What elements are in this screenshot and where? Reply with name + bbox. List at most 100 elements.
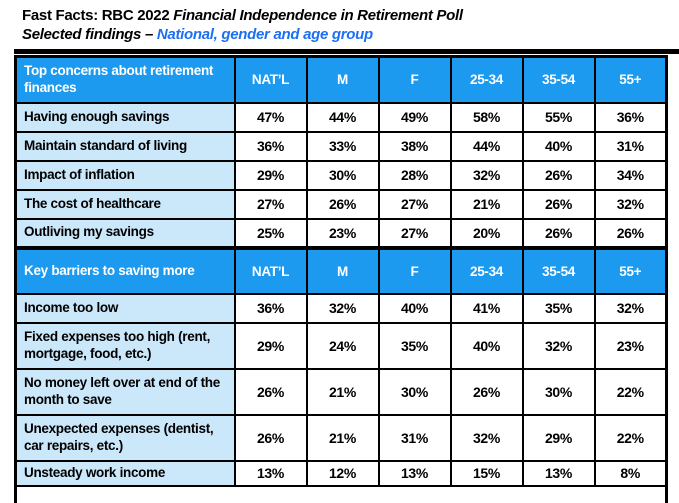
value-cell: 26% [521, 188, 596, 220]
row-label: Outliving my savings [14, 217, 236, 249]
value-cell: 47% [233, 101, 308, 133]
page-title: Fast Facts: RBC 2022 Financial Independe… [0, 0, 679, 44]
row-label: Fixed expenses too high (rent, mortgage,… [14, 321, 236, 370]
value-cell: 44% [305, 101, 380, 133]
column-header-25-34: 25-34 [449, 245, 524, 295]
value-cell: 13% [233, 459, 308, 487]
section2-header-row: Key barriers to saving more NAT’L M F 25… [14, 245, 668, 295]
value-cell: 26% [449, 367, 524, 416]
value-cell: 26% [305, 188, 380, 220]
value-cell: 32% [593, 292, 668, 324]
value-cell: 26% [593, 217, 668, 249]
title-line2-highlight: National, gender and age group [156, 26, 373, 43]
value-cell: 30% [377, 367, 452, 416]
column-header-female: F [377, 55, 452, 104]
value-cell: 13% [521, 459, 596, 487]
value-cell: 41% [449, 292, 524, 324]
table-row: The cost of healthcare 27% 26% 27% 21% 2… [14, 188, 668, 220]
value-cell: 12% [305, 459, 380, 487]
value-cell: 20% [449, 217, 524, 249]
row-label: Unexpected expenses (dentist, car repair… [14, 413, 236, 462]
column-header-25-34: 25-34 [449, 55, 524, 104]
column-header-male: M [305, 55, 380, 104]
title-line2: Selected findings – National, gender and… [22, 25, 679, 44]
value-cell: 22% [593, 413, 668, 462]
section1-title: Top concerns about retirement finances [14, 55, 236, 104]
value-cell: 28% [377, 159, 452, 191]
section1-header-row: Top concerns about retirement finances N… [14, 55, 668, 104]
value-cell: 38% [377, 130, 452, 162]
value-cell: 24% [305, 321, 380, 370]
value-cell: 23% [305, 217, 380, 249]
value-cell: 32% [521, 321, 596, 370]
value-cell: 36% [233, 292, 308, 324]
value-cell: 29% [233, 321, 308, 370]
table-row: Maintain standard of living 36% 33% 38% … [14, 130, 668, 162]
value-cell: 21% [305, 367, 380, 416]
value-cell: 27% [377, 188, 452, 220]
table-row: No money left over at end of the month t… [14, 367, 668, 416]
value-cell: 32% [305, 292, 380, 324]
table-row-partial [14, 484, 668, 503]
value-cell: 33% [305, 130, 380, 162]
value-cell: 31% [593, 130, 668, 162]
poll-results-table: Top concerns about retirement finances N… [14, 55, 668, 503]
value-cell: 26% [233, 367, 308, 416]
row-label: Unsteady work income [14, 459, 236, 487]
value-cell: 21% [305, 413, 380, 462]
table-row: Income too low 36% 32% 40% 41% 35% 32% [14, 292, 668, 324]
title-line1: Fast Facts: RBC 2022 Financial Independe… [22, 6, 679, 25]
table-row: Unexpected expenses (dentist, car repair… [14, 413, 668, 462]
column-header-35-54: 35-54 [521, 55, 596, 104]
row-label: Maintain standard of living [14, 130, 236, 162]
value-cell: 32% [449, 159, 524, 191]
table-row: Fixed expenses too high (rent, mortgage,… [14, 321, 668, 370]
value-cell: 29% [521, 413, 596, 462]
section2-title: Key barriers to saving more [14, 245, 236, 295]
value-cell: 27% [233, 188, 308, 220]
value-cell: 22% [593, 367, 668, 416]
value-cell: 25% [233, 217, 308, 249]
table-row: Having enough savings 47% 44% 49% 58% 55… [14, 101, 668, 133]
value-cell: 32% [593, 188, 668, 220]
row-label: Impact of inflation [14, 159, 236, 191]
row-label: The cost of healthcare [14, 188, 236, 220]
value-cell: 34% [593, 159, 668, 191]
row-label: Income too low [14, 292, 236, 324]
value-cell: 8% [593, 459, 668, 487]
value-cell: 58% [449, 101, 524, 133]
title-line1-plain: Fast Facts: RBC 2022 [22, 7, 174, 24]
value-cell: 31% [377, 413, 452, 462]
value-cell: 23% [593, 321, 668, 370]
column-header-natl: NAT’L [233, 55, 308, 104]
value-cell: 21% [449, 188, 524, 220]
value-cell: 55% [521, 101, 596, 133]
value-cell: 26% [233, 413, 308, 462]
table-row: Unsteady work income 13% 12% 13% 15% 13%… [14, 459, 668, 487]
value-cell: 35% [377, 321, 452, 370]
table-row: Outliving my savings 25% 23% 27% 20% 26%… [14, 217, 668, 249]
row-label: Having enough savings [14, 101, 236, 133]
value-cell: 30% [521, 367, 596, 416]
divider-rule [14, 49, 679, 54]
title-line2-plain: Selected findings – [22, 26, 157, 43]
value-cell: 40% [449, 321, 524, 370]
column-header-female: F [377, 245, 452, 295]
table-row: Impact of inflation 29% 30% 28% 32% 26% … [14, 159, 668, 191]
value-cell: 27% [377, 217, 452, 249]
value-cell: 29% [233, 159, 308, 191]
column-header-male: M [305, 245, 380, 295]
value-cell: 44% [449, 130, 524, 162]
value-cell: 36% [593, 101, 668, 133]
value-cell: 36% [233, 130, 308, 162]
value-cell: 35% [521, 292, 596, 324]
column-header-55plus: 55+ [593, 245, 668, 295]
value-cell: 40% [377, 292, 452, 324]
value-cell: 30% [305, 159, 380, 191]
value-cell: 40% [521, 130, 596, 162]
row-label: No money left over at end of the month t… [14, 367, 236, 416]
partial-row-cell [14, 484, 668, 503]
title-line1-italic: Financial Independence in Retirement Pol… [173, 7, 463, 24]
column-header-natl: NAT’L [233, 245, 308, 295]
column-header-35-54: 35-54 [521, 245, 596, 295]
